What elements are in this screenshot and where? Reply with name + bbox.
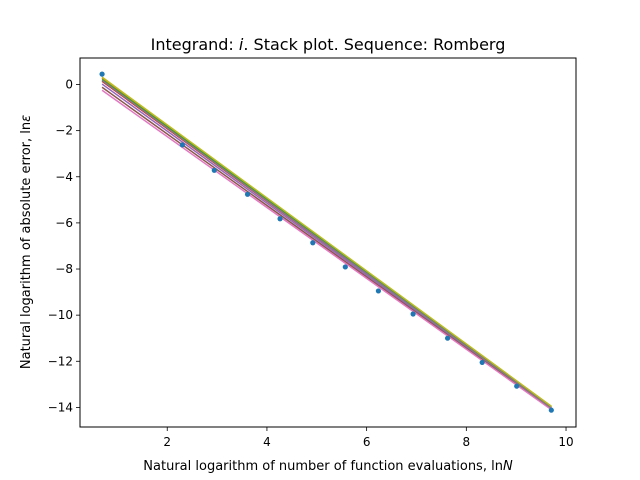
title-prefix: Integrand: [151,35,239,54]
data-point [277,216,283,222]
data-point [410,311,416,317]
data-point [310,240,316,246]
title-italic: i [239,35,244,54]
series-line-5 [101,83,552,410]
data-point [244,191,251,197]
title-suffix: . Stack plot. Sequence: Romberg [243,35,505,54]
y-tick-label: −12 [48,354,73,368]
y-axis-label: Natural logarithm of absolute error, lnε [19,115,34,369]
chart-title: Integrand: i. Stack plot. Sequence: Romb… [151,35,506,54]
data-point [211,167,217,173]
x-axis-label-italic: N [503,459,513,474]
y-axis: 0 −2 −4 −6 −8 −10 −12 −14 [48,78,80,414]
data-point [99,71,105,77]
data-point [444,335,451,341]
x-axis-label: Natural logarithm of number of function … [143,459,513,474]
x-axis: 2 4 6 8 10 [163,427,574,449]
data-point [342,264,348,270]
x-tick-label: 2 [163,435,171,449]
y-tick-label: −10 [48,308,73,322]
x-tick-label: 6 [363,435,371,449]
data-point [514,383,520,389]
series-line-9 [101,76,552,407]
plot-frame [79,57,577,428]
series-line-7 [101,89,552,411]
y-tick-label: −8 [55,262,73,276]
data-point [179,142,185,148]
data-point [375,288,381,294]
x-tick-label: 8 [463,435,471,449]
data-point [548,407,554,413]
y-tick-label: −6 [55,216,73,230]
plot-area [99,71,554,413]
data-point [479,359,485,366]
x-axis-label-text: Natural logarithm of number of function … [143,459,503,474]
y-tick-label: 0 [65,78,73,92]
series-line-8 [101,79,552,409]
y-tick-label: −14 [48,400,73,414]
y-tick-label: −2 [55,124,73,138]
y-axis-label-text: Natural logarithm of absolute error, ln [19,122,34,369]
x-tick-label: 4 [263,435,271,449]
y-tick-label: −4 [55,170,73,184]
y-axis-label-symbol: ε [19,115,34,122]
x-tick-label: 10 [558,435,573,449]
